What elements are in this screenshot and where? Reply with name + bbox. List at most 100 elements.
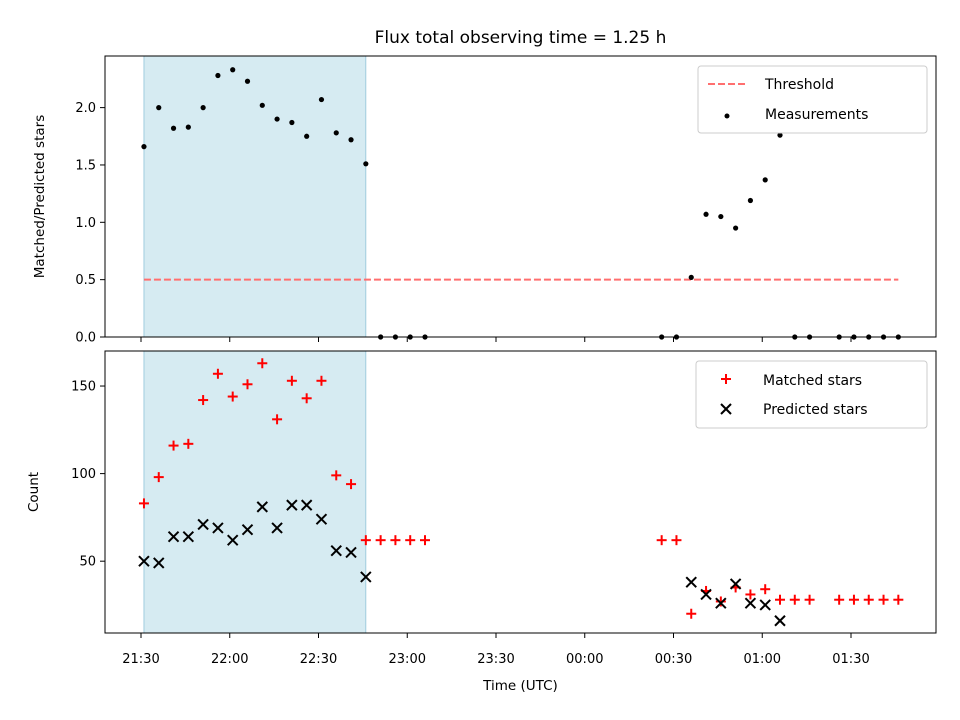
- x-tick-label: 21:30: [122, 652, 159, 667]
- matched-star-point: [863, 594, 874, 605]
- top-legend-box: [697, 65, 928, 134]
- top-y-tick-label: 0.5: [75, 273, 96, 288]
- matched-star-point: [153, 472, 164, 483]
- measurement-point: [259, 102, 265, 108]
- predicted-star-point: [330, 544, 342, 557]
- predicted-star-point: [227, 534, 239, 546]
- measurement-point: [762, 177, 768, 183]
- measurement-point: [747, 197, 754, 204]
- measurement-point: [348, 137, 354, 143]
- legend-threshold-label: Threshold: [764, 77, 834, 93]
- matched-star-point: [257, 358, 268, 369]
- top-y-tick-label: 1.0: [75, 216, 96, 231]
- predicted-star-point: [153, 557, 165, 569]
- x-tick-label: 23:30: [477, 652, 514, 667]
- bottom-panel-frame: [104, 350, 937, 634]
- predicted-star-point: [241, 523, 254, 536]
- measurement-point: [718, 213, 724, 220]
- top-panel-legend: Threshold Measurements: [697, 65, 928, 134]
- x-tick-label: 00:30: [655, 652, 692, 667]
- measurement-point: [274, 116, 280, 122]
- top-y-tick-label: 1.5: [75, 158, 96, 173]
- matched-star-point: [242, 379, 253, 390]
- matched-star-point: [715, 596, 726, 607]
- matched-star-point: [420, 535, 430, 546]
- bottom-panel-y-label: Count: [26, 472, 42, 512]
- bottom-y-tick-label: 150: [71, 380, 96, 395]
- measurement-point: [733, 225, 739, 231]
- matched-star-point: [301, 393, 312, 404]
- bottom-y-tick-label: 50: [79, 555, 96, 570]
- predicted-star-point: [300, 499, 313, 511]
- measurement-point: [304, 133, 310, 139]
- matched-star-point: [671, 535, 682, 546]
- measurement-point: [703, 211, 709, 217]
- matched-star-point: [212, 368, 223, 379]
- top-y-tick-label: 2.0: [75, 101, 96, 116]
- top-panel-y-label: Matched/Predicted stars: [32, 115, 48, 278]
- matched-star-point: [804, 594, 815, 605]
- matched-star-point: [775, 594, 785, 605]
- predicted-star-point: [715, 597, 727, 609]
- matched-star-point: [375, 535, 386, 546]
- measurement-point: [200, 105, 206, 111]
- matched-star-point: [168, 440, 179, 451]
- predicted-star-point: [182, 530, 195, 543]
- matched-star-point: [848, 594, 859, 605]
- matched-star-point: [272, 414, 283, 425]
- predicted-star-point: [271, 522, 283, 534]
- top-panel-shaded-region: [143, 55, 367, 338]
- legend-predicted-swatch: [720, 403, 732, 415]
- measurement-point: [244, 78, 251, 84]
- legend-matched-label: Matched stars: [763, 373, 862, 389]
- predicted-star-point: [345, 546, 357, 559]
- measurement-point: [289, 119, 295, 126]
- matched-star-point: [360, 535, 371, 546]
- measurement-point: [333, 130, 339, 136]
- bottom-panel: 50 100 150 21:30 22:00 22:30 23:00 23:30 00:00 00…: [26, 350, 937, 694]
- predicted-star-point: [167, 530, 180, 543]
- top-panel-frame: [104, 55, 937, 338]
- matched-star-point: [316, 375, 327, 386]
- matched-star-point: [390, 535, 401, 546]
- matched-star-point: [686, 608, 697, 619]
- measurement-point: [230, 67, 236, 73]
- matched-star-point: [405, 535, 416, 546]
- predicted-star-point: [138, 555, 150, 567]
- top-panel: 0.0 0.5 1.0 1.5 2.0 Flux total observing tim…: [32, 28, 937, 346]
- measurement-point: [363, 161, 369, 167]
- matched-star-point: [286, 375, 297, 386]
- measurement-point: [156, 105, 162, 111]
- matched-star-point: [760, 584, 771, 595]
- x-tick-label: 22:30: [300, 652, 337, 667]
- matched-star-point: [656, 535, 667, 546]
- matched-star-point: [183, 438, 194, 449]
- measurement-point: [777, 132, 783, 138]
- bottom-panel-legend: Matched stars Predicted stars: [695, 360, 928, 429]
- x-tick-label: 23:00: [389, 652, 426, 667]
- predicted-star-point: [685, 576, 697, 588]
- matched-star-point: [331, 470, 342, 481]
- predicted-star-point: [212, 522, 224, 534]
- predicted-star-point: [744, 597, 757, 609]
- measurement-point: [170, 125, 177, 131]
- matched-star-point: [346, 479, 357, 490]
- x-tick-label: 01:00: [744, 652, 781, 667]
- legend-matched-swatch: [721, 374, 731, 384]
- predicted-star-point: [315, 513, 328, 525]
- predicted-star-point: [286, 499, 298, 511]
- predicted-star-point: [774, 615, 786, 627]
- legend-measurements-swatch: [724, 113, 730, 119]
- measurement-point: [215, 72, 221, 79]
- predicted-star-point: [360, 571, 372, 583]
- bottom-y-tick-label: 100: [71, 467, 96, 482]
- legend-predicted-label: Predicted stars: [763, 402, 868, 418]
- chart-title: Flux total observing time = 1.25 h: [375, 28, 667, 48]
- matched-star-point: [227, 391, 238, 402]
- matched-star-point: [138, 498, 149, 509]
- matched-star-point: [834, 594, 845, 605]
- x-tick-label: 00:00: [566, 652, 603, 667]
- matched-star-point: [878, 594, 889, 605]
- bottom-legend-box: [695, 360, 928, 429]
